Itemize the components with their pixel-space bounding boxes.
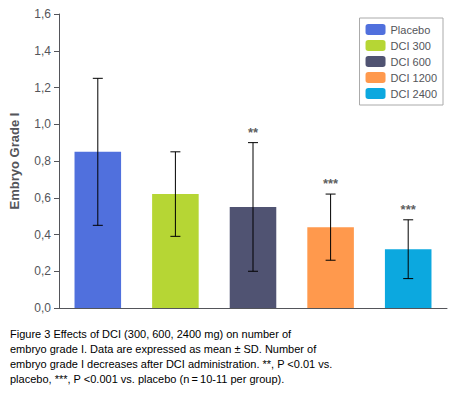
svg-text:Embryo Grade I: Embryo Grade I	[7, 113, 22, 210]
svg-text:placebo, ***, P <0.001 vs. pla: placebo, ***, P <0.001 vs. placebo (n = …	[10, 373, 284, 385]
svg-text:***: ***	[401, 202, 417, 217]
svg-text:0,6: 0,6	[34, 191, 51, 205]
svg-text:0,2: 0,2	[34, 264, 51, 278]
svg-text:DCI 1200: DCI 1200	[391, 72, 437, 84]
svg-text:1,6: 1,6	[34, 7, 51, 21]
svg-text:**: **	[248, 125, 259, 140]
svg-text:embryo grade I decreases after: embryo grade I decreases after DCI admin…	[10, 358, 332, 370]
svg-text:DCI 600: DCI 600	[391, 56, 431, 68]
svg-text:DCI 300: DCI 300	[391, 40, 431, 52]
svg-text:0,4: 0,4	[34, 228, 51, 242]
svg-text:0,0: 0,0	[34, 301, 51, 315]
svg-text:0,8: 0,8	[34, 154, 51, 168]
svg-text:1,0: 1,0	[34, 117, 51, 131]
svg-text:1,2: 1,2	[34, 81, 51, 95]
svg-text:1,4: 1,4	[34, 44, 51, 58]
svg-text:Figure 3 Effects of DCI (300,: Figure 3 Effects of DCI (300, 600, 2400 …	[10, 328, 292, 340]
svg-text:embryo grade I. Data are expre: embryo grade I. Data are expressed as me…	[10, 343, 317, 355]
svg-text:***: ***	[323, 176, 339, 191]
svg-text:DCI 2400: DCI 2400	[391, 88, 437, 100]
svg-text:Placebo: Placebo	[391, 24, 431, 36]
